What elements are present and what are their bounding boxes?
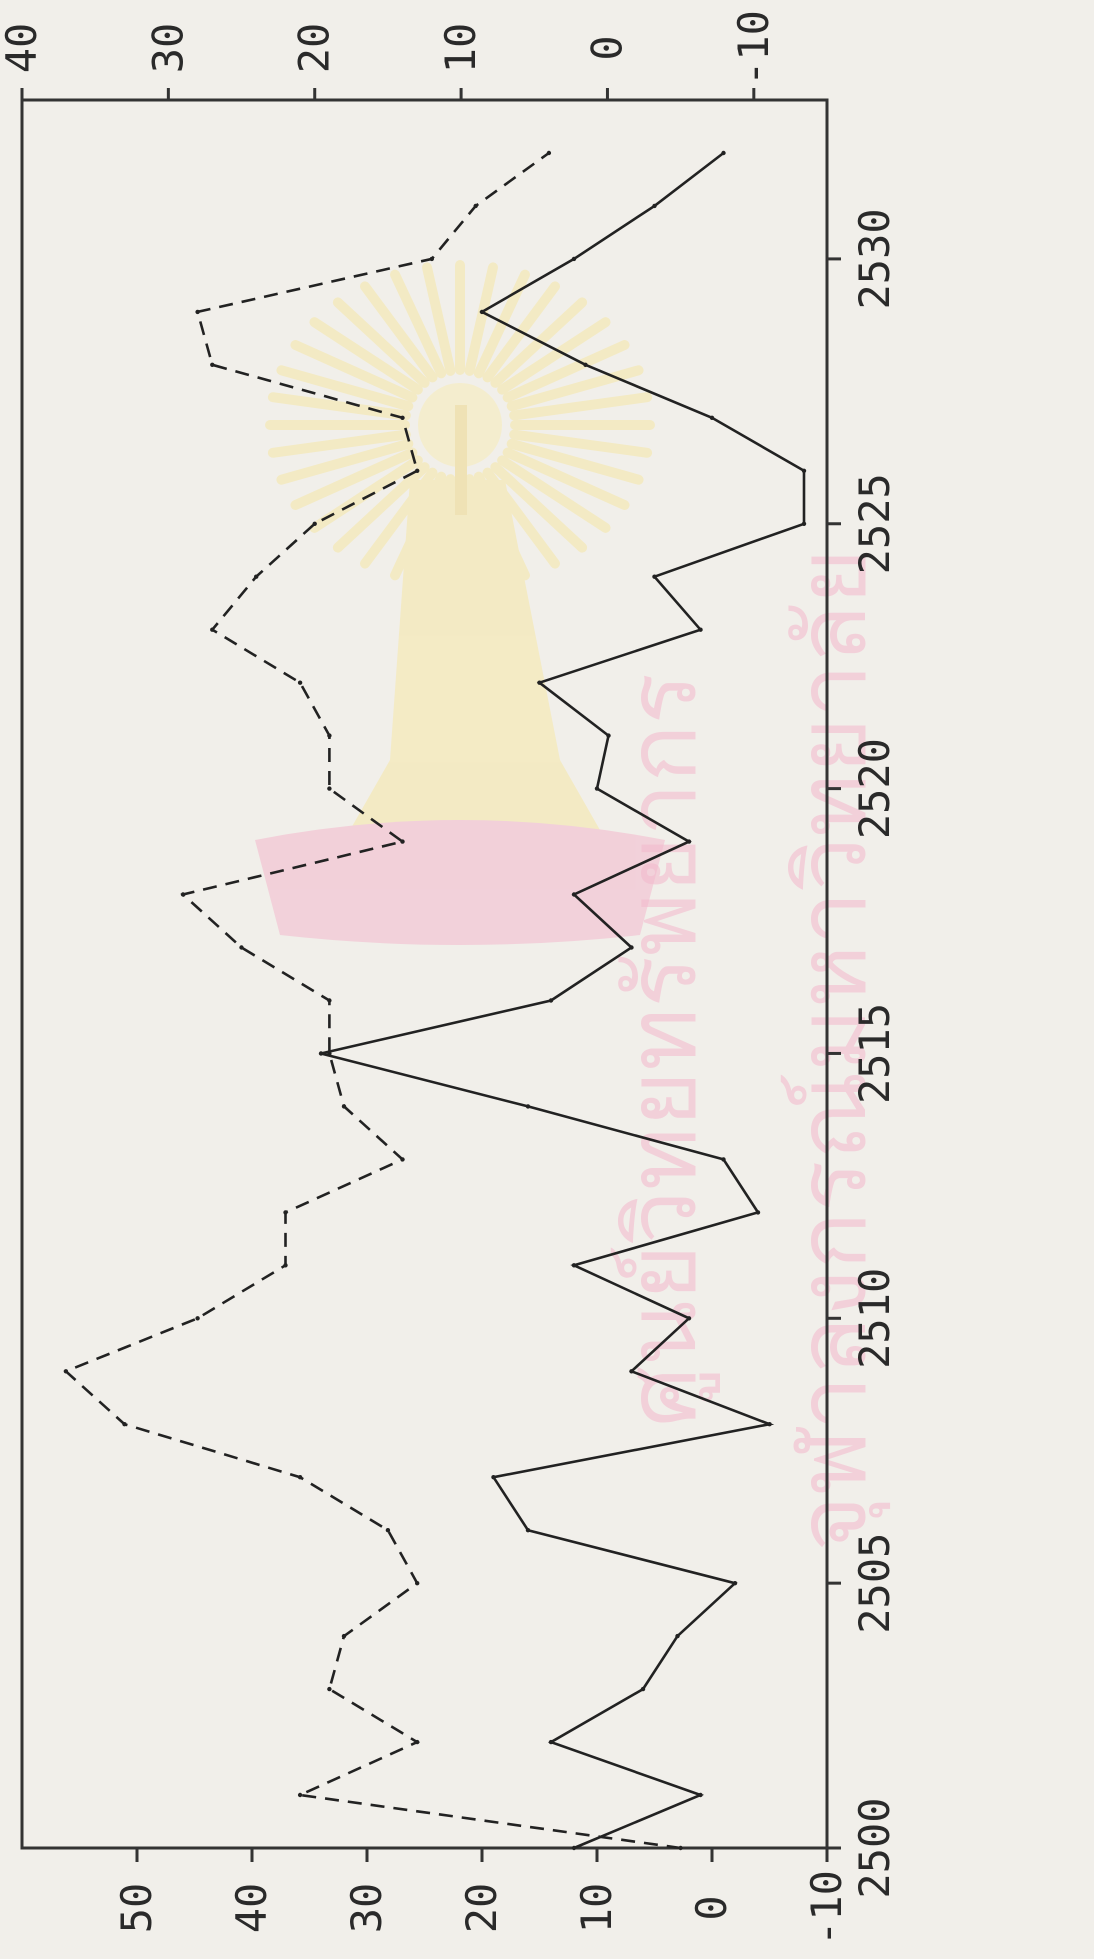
dashed-series-point (341, 1633, 347, 1639)
dashed-series-point (429, 256, 434, 262)
left-y-axis: -10 0 10 20 30 40 50 (112, 1848, 851, 1946)
x-tick-label: 2515 (850, 1003, 899, 1104)
solid-series-point (548, 998, 554, 1003)
dashed-series-point (239, 945, 244, 950)
dashed-series-point (210, 362, 215, 367)
right-y-tick-label: 20 (290, 23, 339, 74)
solid-series-point (721, 1157, 726, 1162)
x-tick-label: 2520 (850, 738, 899, 839)
solid-series-point (801, 521, 807, 526)
dashed-series-point (400, 839, 405, 844)
dashed-series-point (254, 574, 259, 579)
dashed-series-point (327, 733, 332, 738)
right-y-tick-label: 40 (0, 23, 46, 74)
solid-series-point (571, 892, 577, 897)
dashed-series-point (327, 1686, 332, 1692)
dashed-series-point (283, 1263, 288, 1268)
dashed-series-point (283, 1210, 288, 1215)
x-tick-label: 2505 (850, 1533, 899, 1634)
solid-series-point (318, 1051, 324, 1056)
solid-series-point (525, 1528, 531, 1533)
x-tick-label: 2525 (850, 473, 899, 574)
right-y-tick-label: -10 (729, 10, 778, 86)
dashed-series-point (297, 1792, 303, 1798)
x-tick-label: 2510 (850, 1268, 899, 1369)
x-axis: 2500 2505 2510 2515 2520 2525 2530 (827, 208, 899, 1899)
left-y-tick-label: 50 (112, 1883, 161, 1934)
dashed-series-point (546, 150, 552, 156)
right-y-axis: -10 0 10 20 30 40 (0, 10, 778, 100)
dashed-series-point (297, 680, 303, 685)
solid-series-point (537, 680, 542, 685)
x-tick-label: 2500 (850, 1797, 899, 1898)
solid-series-point (721, 150, 726, 156)
right-y-tick-label: 0 (582, 35, 631, 60)
dashed-series-point (195, 309, 200, 315)
solid-series-point (686, 1316, 692, 1321)
solid-series-point (571, 1263, 577, 1268)
dashed-series-point (327, 1051, 332, 1056)
solid-series-point (606, 733, 611, 738)
dashed-series-point (210, 627, 215, 632)
right-y-tick-label: 30 (143, 23, 192, 74)
dashed-series-point (400, 1157, 405, 1162)
watermark-text-group: ศูนย์วิทยทรัพยากร จุฬาลงกรณ์มหาวิทยาลัย (606, 548, 891, 1551)
left-y-tick-label: 30 (342, 1883, 391, 1934)
left-y-tick-label: -10 (802, 1870, 851, 1946)
dashed-series-point (400, 415, 405, 420)
watermark-line-1: ศูนย์วิทยทรัพยากร (606, 673, 720, 1427)
left-y-tick-label: 40 (227, 1883, 276, 1934)
solid-series-point (698, 627, 703, 632)
dashed-series-point (415, 468, 420, 473)
dashed-series-point (415, 1581, 420, 1586)
solid-series-point (594, 786, 600, 791)
dashed-series-point (473, 203, 478, 209)
solid-series-point (629, 1369, 634, 1374)
dashed-series-point (297, 1475, 303, 1480)
solid-series-point (801, 468, 807, 473)
solid-series-point (525, 1104, 531, 1109)
left-y-tick-label: 0 (687, 1895, 736, 1920)
solid-series-point (640, 1686, 646, 1692)
dashed-series-point (385, 1528, 391, 1533)
solid-series-point (571, 1845, 577, 1851)
dashed-series-point (327, 786, 332, 791)
dashed-series-point (195, 1316, 200, 1321)
solid-series-point (583, 362, 588, 367)
left-y-tick-label: 10 (572, 1883, 621, 1934)
solid-series-point (767, 1422, 772, 1427)
watermark-line-2: จุฬาลงกรณ์มหาวิทยาลัย (776, 548, 891, 1551)
dashed-series-point (122, 1422, 127, 1427)
series-layer (63, 150, 807, 1851)
dashed-series-point (341, 1104, 347, 1109)
solid-series-point (652, 203, 657, 209)
solid-series-point (479, 309, 485, 315)
x-tick-label: 2530 (850, 208, 899, 309)
university-emblem-watermark (255, 260, 665, 945)
right-y-tick-label: 10 (436, 23, 485, 74)
dashed-series-point (327, 998, 332, 1003)
solid-series-point (548, 1739, 554, 1745)
dashed-series-point (180, 892, 186, 897)
solid-series-point (732, 1581, 738, 1586)
dashed-series-point (415, 1739, 420, 1745)
solid-series-point (629, 945, 634, 950)
dashed-series-point (678, 1845, 683, 1851)
dashed-series-point (312, 521, 317, 526)
dashed-series-point (63, 1369, 69, 1374)
left-y-tick-label: 20 (457, 1883, 506, 1934)
solid-series-point (686, 839, 692, 844)
solid-series-point (571, 256, 577, 262)
solid-series-point (709, 415, 715, 420)
plot-frame (20, 98, 829, 1850)
solid-series-point (698, 1792, 703, 1798)
solid-series-point (491, 1475, 496, 1480)
solid-series-point (652, 574, 657, 579)
solid-series-point (755, 1210, 761, 1215)
solid-series-point (675, 1633, 680, 1639)
